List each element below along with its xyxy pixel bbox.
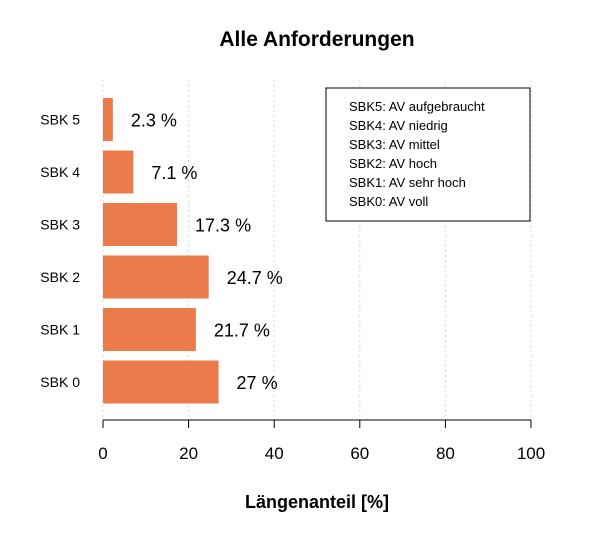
bar-sbk-3 (103, 203, 178, 246)
x-tick-label-100: 100 (517, 444, 545, 463)
label-layer: SBK 5 2.3 % SBK 4 7.1 % SBK 3 17.3 % SBK 2 24.7… (40, 111, 282, 394)
x-tick-label-20: 20 (179, 444, 198, 463)
legend-entry-0: SBK5: AV aufgebraucht (349, 99, 485, 114)
legend: SBK5: AV aufgebraucht SBK4: AV niedrig SBK… (325, 87, 531, 222)
legend-entry-2: SBK3: AV mittel (349, 137, 440, 152)
x-axis-label: Längenanteil [%] (244, 492, 389, 512)
x-tick-label-40: 40 (265, 444, 284, 463)
category-label-sbk-1: SBK 1 (40, 322, 80, 338)
value-label-sbk-4: 7.1 % (151, 163, 197, 183)
legend-entry-1: SBK4: AV niedrig (349, 118, 448, 133)
value-label-sbk-1: 21.7 % (214, 321, 270, 341)
value-label-sbk-5: 2.3 % (131, 111, 177, 131)
legend-entry-4: SBK1: AV sehr hoch (349, 175, 466, 190)
value-label-sbk-0: 27 % (237, 373, 278, 393)
bar-sbk-2 (103, 255, 209, 299)
bar-sbk-5 (103, 98, 113, 141)
bar-sbk-1 (103, 308, 196, 351)
axis-layer: 0 20 40 60 80 100 (98, 419, 545, 463)
legend-entry-3: SBK2: AV hoch (349, 156, 437, 171)
bar-sbk-4 (103, 150, 134, 194)
category-label-sbk-0: SBK 0 (40, 374, 80, 390)
legend-box (325, 87, 531, 222)
category-label-sbk-4: SBK 4 (40, 164, 80, 180)
value-label-sbk-3: 17.3 % (195, 216, 251, 236)
x-tick-label-60: 60 (350, 444, 369, 463)
category-label-sbk-3: SBK 3 (40, 217, 80, 233)
bar-sbk-0 (103, 360, 219, 404)
legend-entry-5: SBK0: AV voll (349, 194, 428, 209)
x-tick-label-0: 0 (98, 444, 107, 463)
chart-title: Alle Anforderungen (219, 28, 415, 51)
bar-layer (103, 98, 219, 404)
value-label-sbk-2: 24.7 % (227, 268, 283, 288)
x-tick-label-80: 80 (436, 444, 455, 463)
category-label-sbk-5: SBK 5 (40, 112, 80, 128)
category-label-sbk-2: SBK 2 (40, 269, 80, 285)
